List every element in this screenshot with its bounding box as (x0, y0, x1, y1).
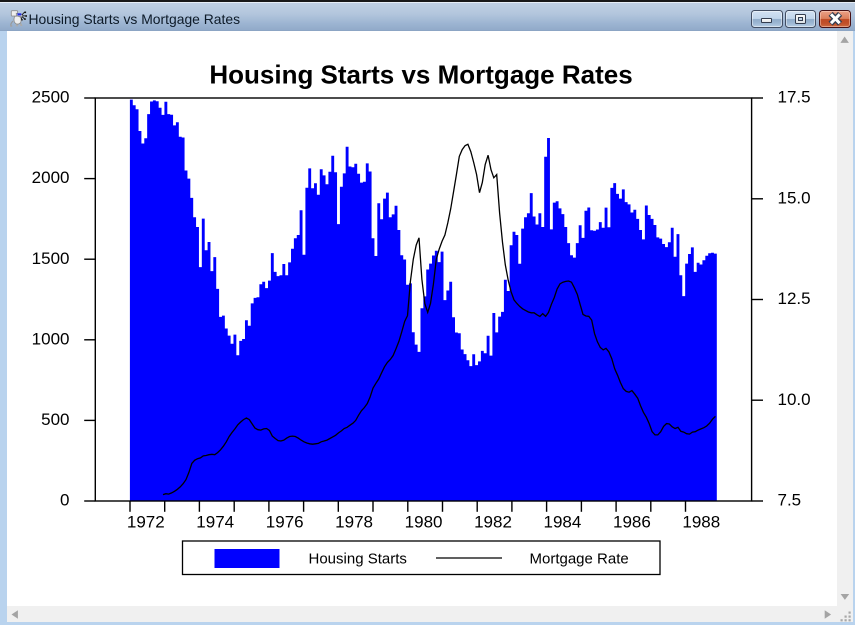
svg-text:2500: 2500 (32, 88, 70, 107)
svg-text:17.5: 17.5 (778, 88, 811, 107)
svg-text:Housing Starts: Housing Starts (309, 550, 407, 567)
svg-text:15.0: 15.0 (778, 188, 811, 207)
svg-text:7.5: 7.5 (778, 491, 802, 510)
svg-text:12.5: 12.5 (778, 289, 811, 308)
svg-text:1500: 1500 (32, 249, 70, 268)
svg-text:1978: 1978 (335, 513, 373, 532)
svg-text:Housing Starts vs Mortgage Rat: Housing Starts vs Mortgage Rates (209, 60, 632, 90)
svg-text:1980: 1980 (405, 513, 443, 532)
svg-text:1972: 1972 (127, 513, 165, 532)
svg-text:1974: 1974 (196, 513, 234, 532)
svg-text:1982: 1982 (474, 513, 512, 532)
svg-text:Mortgage Rate: Mortgage Rate (530, 550, 629, 567)
svg-text:1986: 1986 (613, 513, 651, 532)
svg-text:1976: 1976 (266, 513, 304, 532)
svg-text:1000: 1000 (32, 329, 70, 348)
svg-text:500: 500 (41, 410, 69, 429)
svg-text:0: 0 (60, 491, 69, 510)
svg-text:1988: 1988 (682, 513, 720, 532)
svg-text:2000: 2000 (32, 168, 70, 187)
svg-text:1984: 1984 (543, 513, 581, 532)
svg-text:10.0: 10.0 (778, 390, 811, 409)
